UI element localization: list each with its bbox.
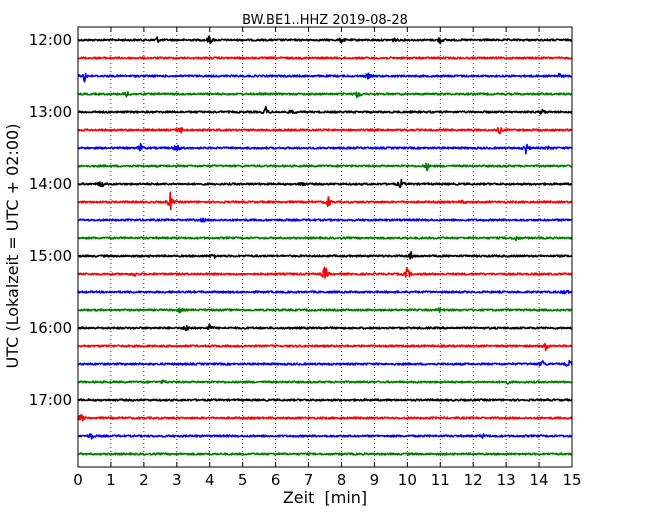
- trace-15:00: [77, 251, 573, 260]
- x-tick-label-1: 1: [106, 471, 116, 489]
- x-tick-label-2: 2: [139, 471, 149, 489]
- trace-16:15: [77, 342, 573, 352]
- y-tick-label-3: 15:00: [29, 247, 72, 265]
- chart-title: BW.BE1..HHZ 2019-08-28: [242, 13, 408, 28]
- y-tick-label-5: 17:00: [29, 391, 72, 409]
- grid-lines: [110, 27, 540, 467]
- trace-15:45: [77, 307, 573, 314]
- trace-13:00: [77, 105, 573, 115]
- trace-12:15: [77, 56, 573, 60]
- x-tick-label-14: 14: [530, 471, 549, 489]
- trace-15:15: [77, 266, 573, 279]
- x-tick-label-9: 9: [370, 471, 380, 489]
- seismogram-traces: [77, 35, 573, 456]
- trace-16:30: [77, 359, 573, 367]
- y-ticks: 12:00 13:00 14:00 15:00 16:00 17:00: [29, 31, 572, 409]
- y-tick-label-0: 12:00: [29, 31, 72, 49]
- trace-12:45: [77, 91, 573, 99]
- x-tick-label-12: 12: [464, 471, 483, 489]
- y-tick-label-1: 13:00: [29, 103, 72, 121]
- trace-13:30: [77, 142, 573, 155]
- x-tick-label-3: 3: [172, 471, 182, 489]
- trace-12:30: [77, 72, 573, 83]
- trace-14:00: [77, 178, 573, 189]
- trace-15:30: [77, 289, 573, 295]
- trace-16:00: [77, 323, 573, 332]
- trace-12:00: [77, 35, 573, 45]
- x-tick-label-15: 15: [562, 471, 581, 489]
- x-tick-label-6: 6: [271, 471, 281, 489]
- y-tick-label-4: 16:00: [29, 319, 72, 337]
- trace-17:45: [77, 452, 573, 456]
- trace-13:15: [77, 126, 573, 135]
- trace-17:15: [77, 414, 573, 422]
- y-tick-label-2: 14:00: [29, 175, 72, 193]
- x-tick-label-0: 0: [73, 471, 83, 489]
- trace-17:30: [77, 433, 573, 440]
- y-axis-label: UTC (Lokalzeit = UTC + 02:00): [3, 124, 22, 369]
- x-tick-label-8: 8: [337, 471, 347, 489]
- x-tick-label-11: 11: [431, 471, 450, 489]
- x-tick-label-7: 7: [304, 471, 314, 489]
- trace-16:45: [77, 379, 573, 385]
- x-tick-label-10: 10: [398, 471, 417, 489]
- trace-14:15: [77, 191, 573, 211]
- plot-frame: [77, 26, 573, 468]
- x-ticks: 0 1 2 3 4 5 6 7 8 9 10 11 12 13 14 15: [73, 27, 582, 489]
- trace-17:00: [77, 398, 573, 402]
- trace-14:45: [77, 235, 573, 242]
- x-tick-label-13: 13: [497, 471, 516, 489]
- x-tick-label-5: 5: [238, 471, 248, 489]
- trace-13:45: [77, 162, 573, 172]
- trace-14:30: [77, 217, 573, 223]
- x-axis-label: Zeit [min]: [283, 488, 367, 507]
- x-tick-label-4: 4: [205, 471, 215, 489]
